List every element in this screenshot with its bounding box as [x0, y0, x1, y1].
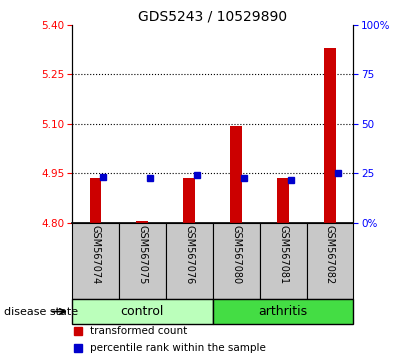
Text: GSM567075: GSM567075: [137, 225, 147, 285]
Text: disease state: disease state: [4, 307, 78, 316]
Bar: [90, 178, 101, 223]
Bar: [307, 223, 353, 299]
Bar: [260, 223, 307, 299]
Text: transformed count: transformed count: [90, 326, 187, 336]
Bar: [72, 299, 213, 324]
Text: GSM567081: GSM567081: [278, 225, 288, 284]
Bar: [136, 221, 148, 223]
Text: GSM567074: GSM567074: [90, 225, 100, 285]
Text: GSM567076: GSM567076: [184, 225, 194, 285]
Text: GSM567082: GSM567082: [325, 225, 335, 285]
Bar: [277, 178, 289, 223]
Bar: [119, 223, 166, 299]
Bar: [324, 48, 336, 223]
Bar: [72, 223, 119, 299]
Bar: [213, 299, 353, 324]
Bar: [183, 178, 195, 223]
Text: control: control: [120, 305, 164, 318]
Text: GSM567080: GSM567080: [231, 225, 241, 284]
Bar: [166, 223, 213, 299]
Bar: [230, 126, 242, 223]
Text: arthritis: arthritis: [259, 305, 308, 318]
Text: percentile rank within the sample: percentile rank within the sample: [90, 343, 266, 353]
Title: GDS5243 / 10529890: GDS5243 / 10529890: [138, 10, 287, 24]
Bar: [213, 223, 260, 299]
